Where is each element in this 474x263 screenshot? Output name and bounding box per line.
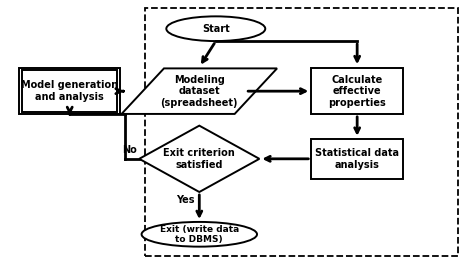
Bar xyxy=(311,139,403,179)
Text: Exit (write data
to DBMS): Exit (write data to DBMS) xyxy=(160,225,239,244)
Text: Model generation
and analysis: Model generation and analysis xyxy=(21,80,118,102)
Ellipse shape xyxy=(142,222,257,247)
Polygon shape xyxy=(121,68,277,114)
Text: No: No xyxy=(122,145,137,155)
Text: Yes: Yes xyxy=(176,195,194,205)
Polygon shape xyxy=(139,126,259,192)
Text: Start: Start xyxy=(202,24,230,34)
Ellipse shape xyxy=(166,16,265,41)
Bar xyxy=(19,68,120,114)
Text: Calculate
effective
properties: Calculate effective properties xyxy=(328,75,386,108)
Text: Exit criterion
satisfied: Exit criterion satisfied xyxy=(164,148,235,170)
Bar xyxy=(145,8,458,256)
Text: Modeling
dataset
(spreadsheet): Modeling dataset (spreadsheet) xyxy=(161,75,238,108)
Bar xyxy=(22,70,117,112)
Bar xyxy=(311,68,403,114)
Text: Statistical data
analysis: Statistical data analysis xyxy=(315,148,399,170)
